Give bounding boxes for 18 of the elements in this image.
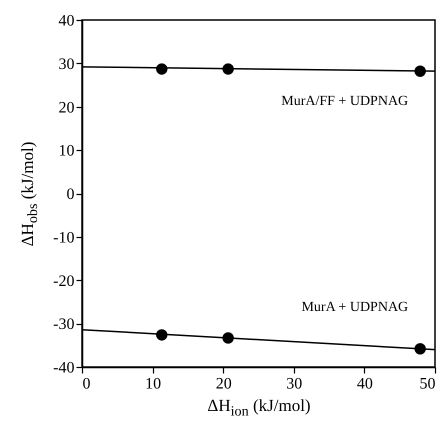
x-tick-label: 0 bbox=[82, 376, 90, 392]
y-tick-label: 40 bbox=[58, 12, 74, 30]
y-tick-label: -30 bbox=[53, 316, 74, 334]
x-tick-label: 30 bbox=[286, 376, 302, 392]
y-tick-label: 30 bbox=[58, 56, 74, 73]
y-tick-label: -20 bbox=[53, 272, 74, 290]
x-tick-label: 10 bbox=[145, 376, 162, 392]
x-axis-title: ΔH$_{ion}$ (kJ/mol) bbox=[206, 396, 312, 420]
x-tick-label: 50 bbox=[420, 376, 436, 392]
y-tick-label: 0 bbox=[66, 186, 74, 203]
text: MurA + UDPNAG bbox=[301, 300, 408, 315]
y-tick-label: -10 bbox=[53, 229, 74, 246]
x-tick-label: 20 bbox=[216, 376, 232, 392]
y-tick-label: 10 bbox=[58, 142, 74, 160]
series-label: MurA/FF + UDPNAG bbox=[281, 94, 408, 110]
y-tick-label: -40 bbox=[53, 360, 74, 376]
x-tick-label: 40 bbox=[356, 376, 373, 392]
y-tick-label: 20 bbox=[58, 99, 74, 116]
